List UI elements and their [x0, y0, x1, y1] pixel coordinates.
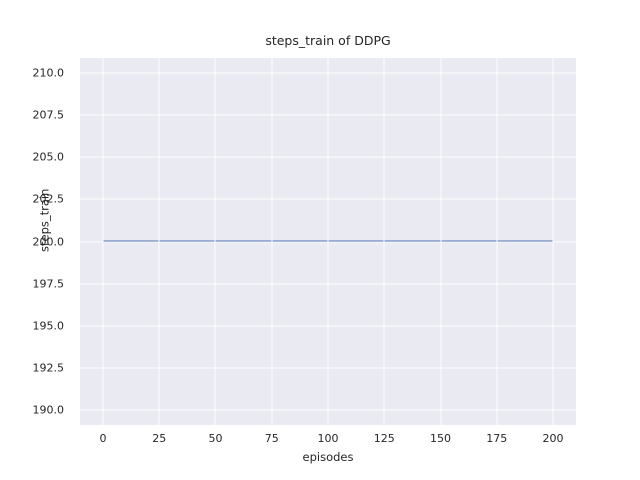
horizontal-gridline [80, 156, 576, 158]
horizontal-gridline [80, 367, 576, 369]
x-tick-label: 200 [542, 432, 564, 445]
y-tick-label: 207.5 [32, 108, 65, 122]
y-tick-label: 192.5 [32, 361, 65, 375]
x-axis-tick-labels: 0 25 50 75 100 125 150 175 200 [80, 432, 576, 448]
y-tick-label: 190.0 [32, 403, 65, 417]
horizontal-gridline [80, 325, 576, 327]
x-tick-label: 100 [317, 432, 339, 445]
horizontal-gridline [80, 241, 576, 242]
horizontal-gridline [80, 198, 576, 200]
x-tick-label: 50 [208, 432, 223, 445]
y-axis-tick-labels: 190.0 192.5 195.0 197.5 200.0 202.5 205.0 207.5… [0, 58, 72, 425]
x-tick-label: 0 [99, 432, 107, 445]
y-tick-label: 202.5 [32, 192, 65, 206]
y-tick-label: 210.0 [32, 66, 65, 80]
x-tick-label: 25 [152, 432, 167, 445]
horizontal-gridline [80, 114, 576, 116]
horizontal-gridline [80, 283, 576, 285]
y-tick-label: 205.0 [32, 150, 65, 164]
horizontal-gridline [80, 72, 576, 74]
plot-area [80, 58, 576, 425]
x-tick-label: 125 [373, 432, 395, 445]
horizontal-gridline [80, 409, 576, 411]
y-tick-label: 197.5 [32, 277, 65, 291]
y-tick-label: 200.0 [32, 235, 65, 248]
x-tick-label: 75 [264, 432, 279, 445]
y-axis-label: steps_train [37, 188, 52, 252]
chart-title: steps_train of DDPG [265, 33, 391, 48]
x-tick-label: 175 [486, 432, 508, 445]
x-axis-label: episodes [302, 450, 354, 464]
y-tick-label: 195.0 [32, 319, 65, 333]
x-tick-label: 150 [430, 432, 452, 445]
